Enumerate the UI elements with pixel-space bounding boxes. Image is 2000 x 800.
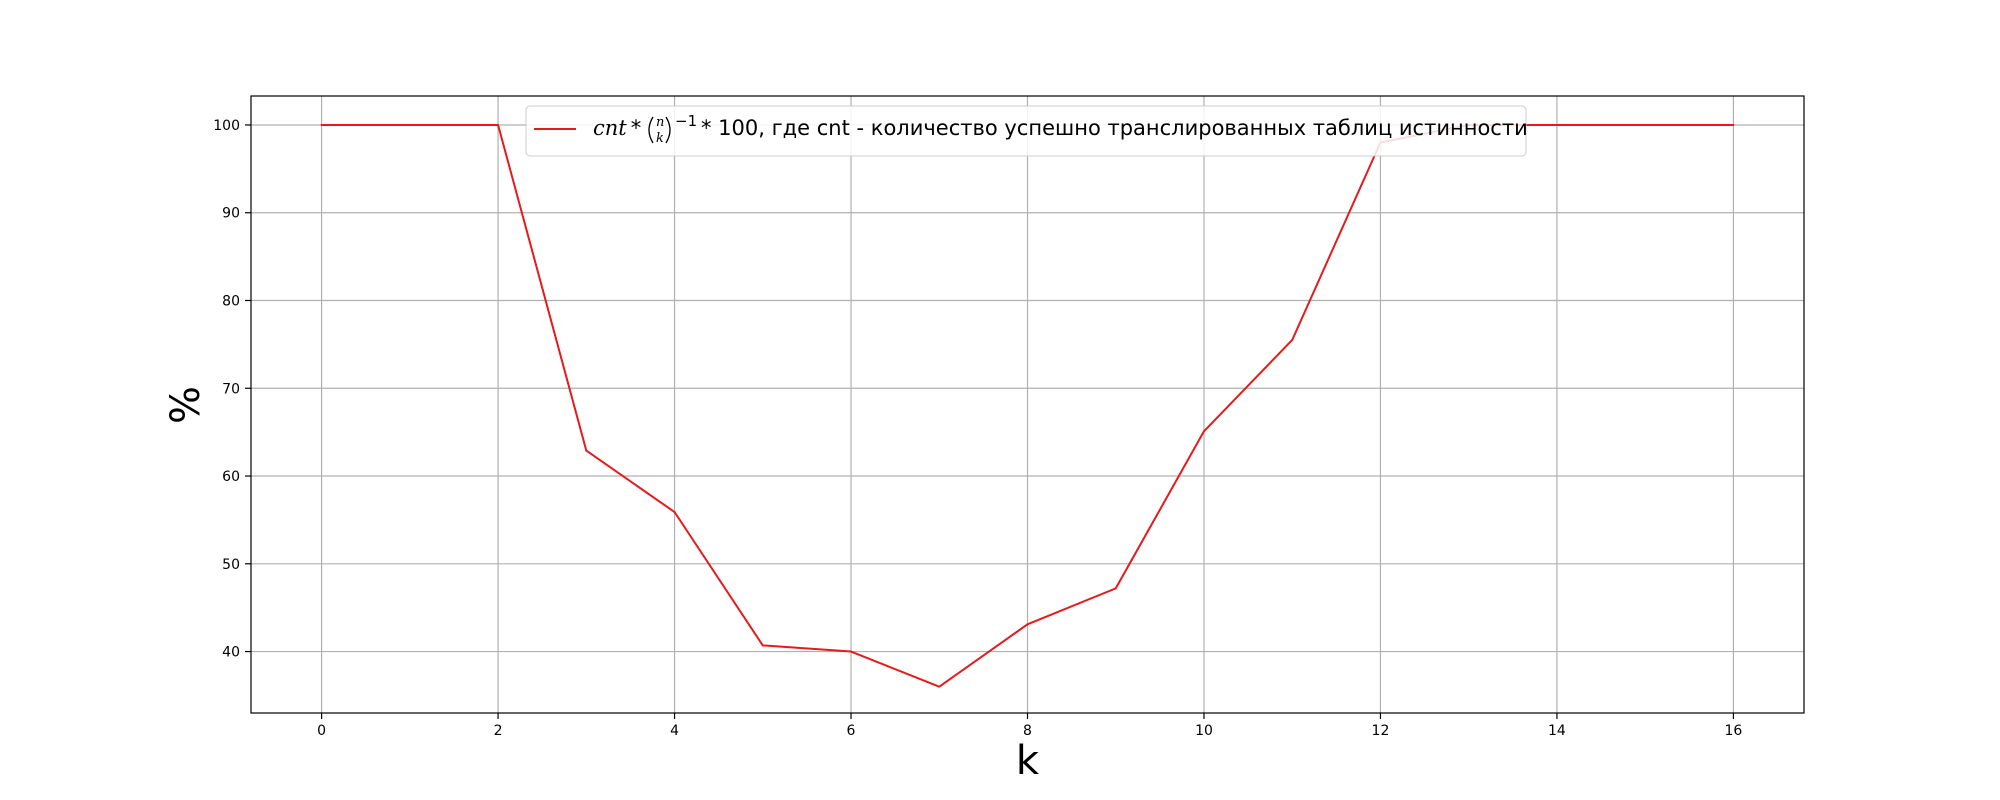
data-point: [1644, 123, 1647, 126]
y-tick-label: 100: [213, 118, 240, 134]
x-tick-label: 6: [847, 723, 856, 739]
x-tick-label: 12: [1372, 723, 1390, 739]
data-point: [1555, 123, 1558, 126]
data-point: [1202, 430, 1205, 433]
x-axis-label: k: [1016, 738, 1040, 784]
legend-entry: cnt *: [593, 116, 641, 140]
data-point: [1114, 587, 1117, 590]
y-tick-label: 80: [222, 293, 240, 309]
grid: [251, 96, 1804, 713]
legend-rest: * 100, где cnt - количество успешно тран…: [701, 116, 1528, 140]
data-point: [938, 685, 941, 688]
x-tick-label: 10: [1195, 723, 1213, 739]
x-tick-label: 0: [317, 723, 326, 739]
data-point: [673, 511, 676, 514]
data-point: [1732, 123, 1735, 126]
legend-cnt: cnt: [593, 116, 627, 140]
data-point: [850, 650, 853, 653]
data-point: [320, 123, 323, 126]
binom-k: k: [656, 131, 664, 146]
data-point: [497, 123, 500, 126]
data-point: [761, 644, 764, 647]
y-tick-label: 50: [222, 557, 240, 573]
binom-right-paren: [665, 116, 671, 144]
y-tick-label: 40: [222, 645, 240, 661]
y-tick-label: 90: [222, 206, 240, 222]
x-tick-label: 14: [1548, 723, 1566, 739]
x-tick-label: 2: [494, 723, 503, 739]
data-point: [408, 123, 411, 126]
legend: cnt * n k −1 * 100, где cnt - количество …: [525, 105, 1528, 157]
x-tick-label: 4: [670, 723, 679, 739]
legend-star: *: [631, 116, 642, 140]
data-point: [585, 449, 588, 452]
x-tick-label: 16: [1724, 723, 1742, 739]
binom-left-paren: [648, 116, 654, 144]
legend-exponent: −1: [675, 112, 697, 130]
x-tick-label: 8: [1023, 723, 1032, 739]
data-point: [1291, 338, 1294, 341]
y-axis-label: %: [163, 386, 209, 424]
y-tick-label: 60: [222, 469, 240, 485]
ticks: 0 2 4 6 8 10 12 14 16 40 50 60 70 80 90 100: [213, 118, 1742, 739]
binom-n: n: [656, 115, 664, 130]
data-point: [1026, 623, 1029, 626]
y-tick-label: 70: [222, 381, 240, 397]
legend-box: [525, 105, 1527, 157]
